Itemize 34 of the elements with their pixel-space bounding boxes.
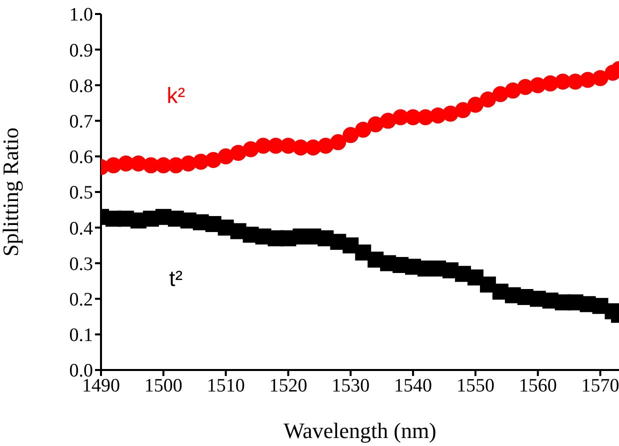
y-tick-label: 0.9 (69, 40, 93, 62)
x-tick-label: 1530 (332, 375, 370, 396)
y-axis-title: Splitting Ratio (0, 128, 23, 256)
x-tick-label: 1550 (456, 375, 494, 396)
y-tick-label: 0.8 (69, 76, 93, 97)
point (242, 141, 259, 158)
series-label: t² (169, 266, 183, 292)
point (592, 70, 608, 86)
text: k² (166, 82, 186, 108)
point (368, 116, 384, 132)
x-tick-label: 1500 (144, 375, 182, 396)
y-tick-label: 1.0 (69, 4, 93, 26)
y-tick-label: 0.1 (69, 325, 93, 346)
y-tick-label: 0.5 (69, 182, 93, 204)
x-tick-label: 1520 (269, 375, 308, 396)
x-axis-title: Wavelength (nm) (284, 418, 436, 443)
y-tick-label: 0.3 (69, 254, 93, 275)
x-tick-label: 1570 (581, 375, 619, 396)
point (355, 122, 372, 138)
x-tick-label: 1540 (394, 375, 432, 396)
x-tick-label: 1560 (518, 375, 557, 396)
point (467, 96, 484, 113)
y-tick-label: 0.4 (69, 218, 94, 240)
point (380, 112, 396, 129)
point (342, 127, 359, 144)
point (318, 138, 334, 154)
y-tick-label: 0.7 (69, 112, 93, 133)
x-tick-label: 1510 (206, 375, 245, 396)
point (480, 91, 496, 108)
point (330, 134, 346, 150)
point (442, 106, 458, 122)
point (454, 102, 471, 118)
y-tick-label: 0.6 (69, 147, 93, 168)
y-tick-label: 0.2 (69, 290, 93, 311)
